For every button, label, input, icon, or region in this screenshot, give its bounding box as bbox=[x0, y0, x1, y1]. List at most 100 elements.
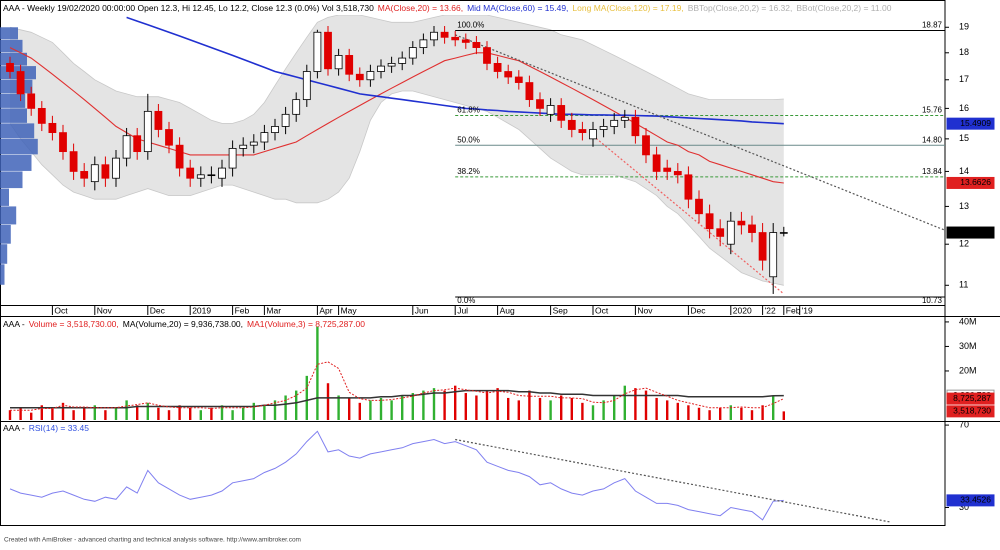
volume-bar bbox=[528, 390, 531, 420]
y-tick-label: 19 bbox=[959, 22, 969, 32]
candle-body bbox=[663, 167, 672, 172]
volume-bar bbox=[199, 410, 202, 420]
volume-bar bbox=[666, 400, 669, 420]
volume-bar bbox=[252, 402, 255, 420]
volume-bar bbox=[83, 407, 86, 420]
volume-bar bbox=[167, 410, 171, 420]
volume-bar bbox=[772, 395, 775, 420]
candle-body bbox=[387, 62, 396, 67]
volume-bar bbox=[72, 410, 75, 420]
volume-bar bbox=[602, 400, 605, 420]
candle-body bbox=[313, 31, 322, 72]
header-segment: MA(Volume,20) = 9,936,738.00, bbox=[123, 319, 243, 329]
candle-body bbox=[631, 116, 640, 137]
value-badge bbox=[946, 226, 995, 239]
value-badge bbox=[946, 405, 995, 418]
candle-body bbox=[610, 119, 619, 127]
candle-body bbox=[769, 232, 778, 278]
value-badge bbox=[946, 176, 995, 189]
header-segment: AAA - bbox=[3, 319, 25, 329]
candle-body bbox=[143, 110, 152, 153]
candle-body bbox=[228, 147, 237, 169]
bollinger-band bbox=[10, 15, 784, 286]
candle-body bbox=[408, 47, 417, 59]
volume-bar bbox=[220, 405, 224, 420]
volume-bar bbox=[443, 390, 446, 420]
footer: Created with AmiBroker - advanced charti… bbox=[4, 537, 301, 544]
candle-body bbox=[16, 71, 25, 95]
header-segment: RSI(14) = 33.45 bbox=[29, 423, 90, 433]
volume-bar bbox=[104, 410, 107, 420]
volume-bar bbox=[242, 407, 245, 420]
y-tick-label: 30M bbox=[959, 341, 977, 351]
volume-bar bbox=[729, 405, 732, 420]
value-badge bbox=[946, 117, 995, 130]
value-badge-label: 12.3 bbox=[974, 227, 991, 237]
candle-body bbox=[196, 174, 205, 179]
volume-profile-bar bbox=[0, 39, 23, 53]
x-tick-label: Aug bbox=[500, 305, 515, 315]
candle-body bbox=[461, 39, 470, 43]
candle-body bbox=[440, 31, 449, 38]
volume-bar bbox=[475, 395, 478, 420]
volume-bar bbox=[358, 402, 361, 420]
candle-body bbox=[684, 174, 693, 200]
header-segment: AAA - Weekly 19/02/2020 00:00:00 Open 12… bbox=[3, 3, 374, 13]
y-tick-label: 70 bbox=[959, 419, 969, 429]
volume-bar bbox=[454, 385, 457, 420]
candle-body bbox=[493, 62, 502, 72]
candle-body bbox=[398, 57, 407, 64]
fib-value: 15.76 bbox=[922, 106, 943, 115]
volume-bar bbox=[538, 397, 542, 420]
candle-body bbox=[6, 62, 14, 72]
candle-body bbox=[292, 99, 301, 115]
fib-label: 38.2% bbox=[457, 167, 480, 176]
candle-body bbox=[695, 198, 703, 215]
volume-bar bbox=[337, 395, 340, 420]
x-tick-label: '19 bbox=[802, 305, 813, 315]
volume-bar bbox=[623, 385, 626, 420]
volume-bar bbox=[613, 395, 616, 420]
candle-body bbox=[154, 110, 163, 130]
candle-body bbox=[779, 232, 788, 234]
y-tick-label: 30 bbox=[959, 502, 969, 512]
volume-bar bbox=[136, 405, 139, 420]
candle-body bbox=[705, 213, 714, 230]
x-tick-label: Feb bbox=[235, 305, 250, 315]
candle-body bbox=[101, 164, 110, 179]
volume-bar bbox=[719, 407, 722, 420]
x-tick-label: Dec bbox=[150, 305, 166, 315]
volume-profile-bar bbox=[0, 138, 38, 155]
candle-body bbox=[748, 224, 756, 233]
candle-body bbox=[652, 154, 661, 172]
value-badge-label: 15.4909 bbox=[960, 118, 991, 128]
volume-bar bbox=[146, 402, 149, 420]
volume-bar bbox=[432, 388, 436, 420]
volume-bar bbox=[379, 397, 383, 420]
candle-body bbox=[716, 228, 725, 237]
candle-body bbox=[419, 39, 428, 48]
volume-profile-bar bbox=[0, 206, 17, 225]
volume-bar bbox=[157, 407, 160, 420]
volume-bar bbox=[125, 400, 128, 420]
candle-body bbox=[737, 220, 746, 226]
x-tick-label: Jun bbox=[415, 305, 429, 315]
header-segment: Mid MA(Close,60) = 15.49, bbox=[467, 3, 568, 13]
fib-label: 61.8% bbox=[457, 106, 480, 115]
candle-body bbox=[207, 174, 216, 177]
pane-header: AAA - Weekly 19/02/2020 00:00:00 Open 12… bbox=[3, 3, 892, 13]
header-segment: BBTop(Close,20,2) = 16.32, bbox=[688, 3, 793, 13]
candle-body bbox=[249, 141, 258, 146]
header-segment: AAA - bbox=[3, 423, 25, 433]
y-tick-label: 17 bbox=[959, 74, 969, 84]
pane-header: AAA - RSI(14) = 33.45 bbox=[3, 423, 89, 433]
volume-bar bbox=[750, 410, 754, 420]
bollinger-line bbox=[9, 90, 784, 286]
candle-body bbox=[302, 71, 311, 101]
candle-body bbox=[472, 42, 481, 48]
moving-average bbox=[126, 16, 784, 125]
x-tick-label: Nov bbox=[97, 305, 113, 315]
header-segment: BBot(Close,20,2) = 11.00 bbox=[796, 3, 891, 13]
